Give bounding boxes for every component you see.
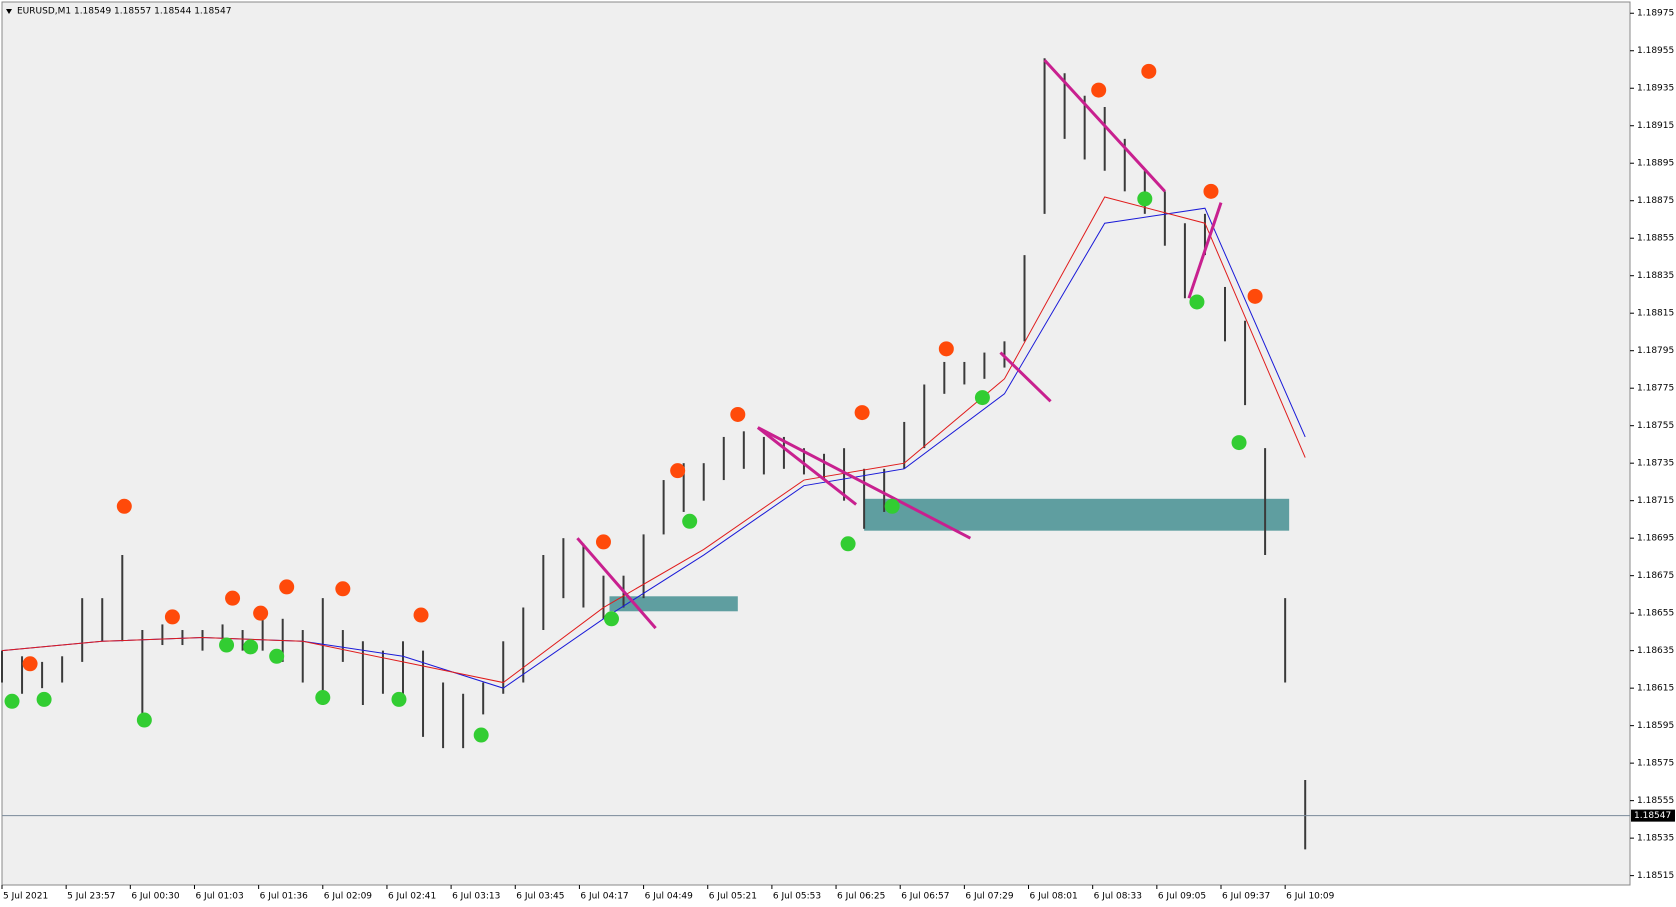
signal-dot <box>840 536 856 552</box>
x-tick-label: 6 Jul 00:30 <box>131 892 180 902</box>
signal-dot <box>730 406 746 422</box>
x-tick-label: 6 Jul 06:57 <box>901 892 949 902</box>
x-tick-label: 5 Jul 2021 <box>3 892 48 902</box>
y-tick-label: 1.18835 <box>1637 271 1674 281</box>
y-tick-label: 1.18735 <box>1637 459 1674 469</box>
y-tick-label: 1.18675 <box>1637 571 1674 581</box>
x-tick-label: 6 Jul 08:33 <box>1094 892 1142 902</box>
signal-dot <box>1141 63 1157 79</box>
x-tick-label: 6 Jul 03:13 <box>452 892 500 902</box>
x-tick-label: 6 Jul 01:36 <box>260 892 309 902</box>
signal-dot <box>603 611 619 627</box>
signal-dot <box>670 463 686 479</box>
y-tick-label: 1.18615 <box>1637 684 1674 694</box>
signal-dot <box>391 691 407 707</box>
y-tick-label: 1.18655 <box>1637 609 1674 619</box>
signal-dot <box>884 498 900 514</box>
y-tick-label: 1.18755 <box>1637 421 1674 431</box>
x-tick-label: 6 Jul 03:45 <box>516 892 564 902</box>
x-tick-label: 6 Jul 10:09 <box>1286 892 1335 902</box>
signal-dot <box>682 513 698 529</box>
trend-line <box>757 426 972 540</box>
signal-dot <box>1247 288 1263 304</box>
y-tick-label: 1.18815 <box>1637 309 1674 319</box>
trend-line <box>756 426 858 506</box>
signal-dot <box>22 656 38 672</box>
moving-average <box>1 196 1306 684</box>
y-tick-label: 1.18635 <box>1637 646 1674 656</box>
y-tick-label: 1.18855 <box>1637 234 1674 244</box>
y-tick-label: 1.18975 <box>1637 9 1674 19</box>
signal-dot <box>1091 82 1107 98</box>
trend-line <box>576 537 657 630</box>
x-tick-label: 6 Jul 01:03 <box>195 892 243 902</box>
x-tick-label: 6 Jul 04:17 <box>580 892 628 902</box>
y-tick-label: 1.18555 <box>1637 796 1674 806</box>
signal-dot <box>4 693 20 709</box>
x-tick-label: 6 Jul 09:37 <box>1222 892 1270 902</box>
x-tick-label: 6 Jul 08:01 <box>1030 892 1078 902</box>
signal-dot <box>1203 183 1219 199</box>
last-price-box <box>1631 809 1675 822</box>
zone <box>609 596 738 612</box>
y-tick-label: 1.18775 <box>1637 384 1674 394</box>
x-tick-label: 6 Jul 02:09 <box>324 892 373 902</box>
y-tick-label: 1.18795 <box>1637 346 1674 356</box>
y-tick-label: 1.18935 <box>1637 84 1674 94</box>
x-tick-label: 5 Jul 23:57 <box>67 892 115 902</box>
signal-dot <box>253 605 269 621</box>
zone <box>864 498 1290 531</box>
x-tick-label: 6 Jul 04:49 <box>645 892 694 902</box>
y-tick-label: 1.18515 <box>1637 871 1674 881</box>
plot-frame <box>1 1 1631 886</box>
y-tick-label: 1.18575 <box>1637 759 1674 769</box>
y-tick-label: 1.18695 <box>1637 534 1674 544</box>
signal-dot <box>1189 294 1205 310</box>
signal-dot <box>1231 435 1247 451</box>
y-tick-label: 1.18715 <box>1637 496 1674 506</box>
signal-dot <box>315 690 331 706</box>
signal-dot <box>36 691 52 707</box>
trend-line <box>999 351 1052 403</box>
y-tick-label: 1.18595 <box>1637 721 1674 731</box>
signal-dot <box>938 341 954 357</box>
y-tick-label: 1.18875 <box>1637 196 1674 206</box>
signal-dot <box>136 712 152 728</box>
x-tick-label: 6 Jul 05:21 <box>709 892 757 902</box>
signal-dot <box>413 607 429 623</box>
signal-dot <box>269 648 285 664</box>
signal-dot <box>243 639 259 655</box>
signal-dot <box>225 590 241 606</box>
signal-dot <box>1137 191 1153 207</box>
signal-dot <box>854 405 870 421</box>
menu-icon <box>6 9 12 14</box>
signal-dot <box>164 609 180 625</box>
signal-dot <box>473 727 489 743</box>
x-tick-label: 6 Jul 07:29 <box>965 892 1014 902</box>
x-tick-label: 6 Jul 09:05 <box>1158 892 1206 902</box>
signal-dot <box>595 534 611 550</box>
signal-dot <box>219 637 235 653</box>
signal-dot <box>974 390 990 406</box>
y-tick-label: 1.18955 <box>1637 46 1674 56</box>
signal-dot <box>335 581 351 597</box>
y-tick-label: 1.18915 <box>1637 121 1674 131</box>
signal-dot <box>279 579 295 595</box>
last-price-label: 1.18547 <box>1634 811 1671 821</box>
trend-line <box>1187 202 1223 299</box>
plot-background <box>2 2 1630 885</box>
y-tick-label: 1.18535 <box>1637 834 1674 844</box>
trend-line <box>1043 59 1166 193</box>
x-tick-label: 6 Jul 06:25 <box>837 892 885 902</box>
chart-title: EURUSD,M1 1.18549 1.18557 1.18544 1.1854… <box>17 7 231 17</box>
x-tick-label: 6 Jul 05:53 <box>773 892 821 902</box>
signal-dot <box>116 498 132 514</box>
y-tick-label: 1.18895 <box>1637 159 1674 169</box>
x-tick-label: 6 Jul 02:41 <box>388 892 436 902</box>
